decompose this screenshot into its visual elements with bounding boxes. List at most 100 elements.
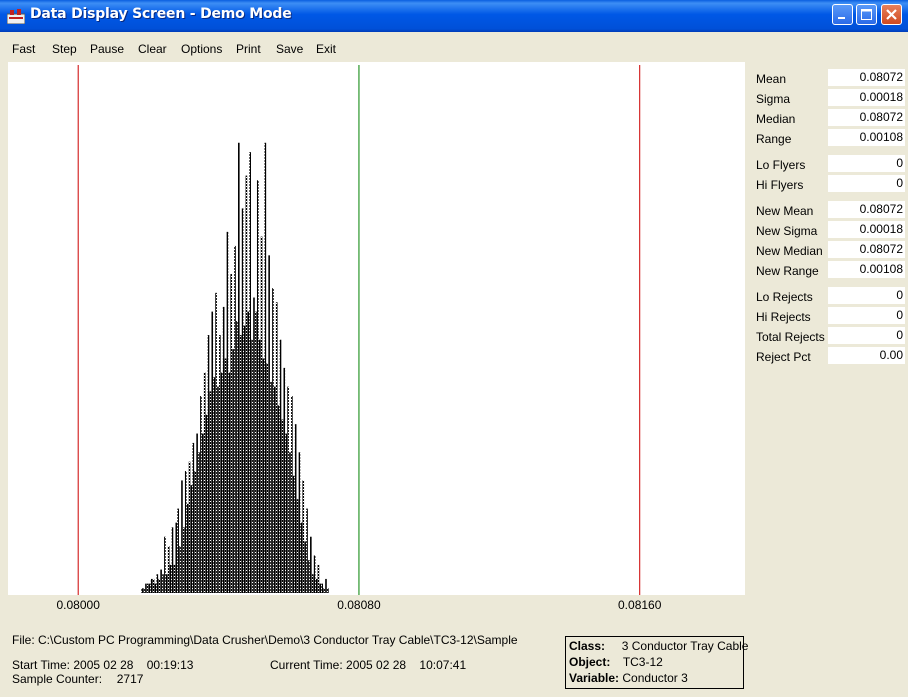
histogram-bar (194, 471, 197, 593)
menu-fast[interactable]: Fast (12, 42, 36, 56)
menu-step[interactable]: Step (52, 42, 77, 56)
histogram-bar (173, 564, 176, 593)
histogram-bar (219, 335, 221, 593)
variable-label: Variable: (569, 671, 620, 685)
limit-lines (77, 65, 641, 595)
current-time-label: Current Time: (270, 658, 343, 672)
histogram-bar (147, 583, 149, 593)
close-icon (886, 9, 897, 20)
histogram-bar (162, 574, 164, 593)
histogram-bar (181, 480, 183, 593)
sample-counter-value: 2717 (116, 672, 144, 686)
stat-row-new-range: New Range 0.00108 (753, 261, 905, 281)
minimize-icon (838, 17, 845, 19)
histogram-bar (202, 433, 204, 593)
stat-value-hi-flyers: 0 (828, 175, 905, 192)
histogram-bar (291, 396, 293, 593)
histogram-bar (224, 358, 227, 593)
maximize-button[interactable] (856, 4, 877, 25)
stat-value-new-median: 0.08072 (828, 241, 905, 258)
histogram-bar (148, 583, 151, 593)
menu-pause[interactable]: Pause (90, 42, 125, 56)
class-row: Class: 3 Conductor Tray Cable (569, 639, 748, 653)
menu-save[interactable]: Save (276, 42, 304, 56)
histogram-bar (150, 578, 153, 593)
stat-row-total-rejects: Total Rejects 0 (753, 327, 905, 347)
stat-row-mean: Mean 0.08072 (753, 69, 905, 89)
histogram-bar (253, 297, 255, 593)
histogram-bar (323, 588, 325, 593)
histogram-bar (160, 569, 162, 593)
stat-value-reject-pct: 0.00 (828, 347, 905, 364)
histogram-bar (222, 306, 225, 593)
menu-print[interactable]: Print (236, 42, 261, 56)
histogram-bar (175, 522, 178, 593)
sample-counter-line: Sample Counter: 2717 (12, 672, 143, 686)
histogram-bar (256, 180, 259, 593)
stat-value-new-range: 0.00108 (828, 261, 905, 278)
statistics-panel: Mean 0.08072 Sigma 0.00018 Median 0.08072 Rang… (753, 69, 905, 367)
stat-row-sigma: Sigma 0.00018 (753, 89, 905, 109)
menu-clear[interactable]: Clear (138, 42, 167, 56)
stat-label-mean: Mean (756, 72, 787, 86)
title-bar: Data Display Screen - Demo Mode (0, 0, 908, 32)
current-time-value: 2005 02 28 10:07:41 (346, 658, 467, 672)
variable-row: Variable: Conductor 3 (569, 671, 688, 685)
menu-options[interactable]: Options (181, 42, 223, 56)
histogram-bar (306, 508, 308, 593)
start-time-label: Start Time: (12, 658, 71, 672)
histogram-bar (264, 142, 267, 593)
menu-exit[interactable]: Exit (316, 42, 337, 56)
histogram-bar (272, 288, 274, 593)
histogram-bar (319, 583, 322, 593)
histogram-bar (207, 335, 210, 593)
histogram-bar (192, 442, 195, 593)
histogram-bar (183, 527, 185, 593)
histogram-bar (311, 574, 314, 593)
histogram-bar (274, 386, 276, 593)
histogram-bar (171, 527, 174, 593)
stat-row-new-median: New Median 0.08072 (753, 241, 905, 261)
histogram-bar (158, 578, 161, 593)
histogram-bar (289, 452, 291, 593)
class-value: 3 Conductor Tray Cable (621, 639, 749, 653)
histogram-bar (260, 236, 263, 593)
histogram-bar (281, 419, 284, 593)
stat-row-lo-flyers: Lo Flyers 0 (753, 155, 905, 175)
stat-label-total-rejects: Total Rejects (756, 330, 825, 344)
histogram-bar (152, 578, 155, 593)
stat-value-new-mean: 0.08072 (828, 201, 905, 218)
histogram-svg (77, 65, 641, 595)
stat-label-new-median: New Median (756, 244, 823, 258)
histogram-bar (279, 339, 282, 593)
histogram-bar (184, 471, 187, 593)
stat-label-median: Median (756, 112, 796, 126)
file-path: C:\Custom PC Programming\Data Crusher\De… (38, 633, 518, 647)
histogram-bar (217, 386, 219, 593)
minimize-button[interactable] (832, 4, 853, 25)
file-path-line: File: C:\Custom PC Programming\Data Crus… (12, 633, 518, 647)
stat-value-new-sigma: 0.00018 (828, 221, 905, 238)
histogram-bar (179, 546, 181, 593)
histogram-bar (203, 372, 206, 593)
histogram-bar (315, 578, 318, 593)
x-tick-label: 0.08000 (56, 598, 100, 612)
histogram-bar (292, 475, 295, 593)
histogram-bar (141, 588, 143, 593)
histogram-bar (287, 386, 289, 593)
object-value: TC3-12 (622, 655, 663, 669)
start-time-value: 2005 02 28 00:19:13 (73, 658, 194, 672)
app-icon (7, 9, 25, 24)
histogram-bar (211, 311, 214, 593)
menu-bar: Fast Step Pause Clear Options Print Save… (0, 32, 908, 62)
stat-label-sigma: Sigma (756, 92, 791, 106)
histogram-bar (317, 564, 320, 593)
histogram-bar (285, 433, 287, 593)
x-tick-label: 0.08080 (337, 598, 381, 612)
stat-value-lo-flyers: 0 (828, 155, 905, 172)
histogram-bar (298, 452, 301, 593)
close-button[interactable] (881, 4, 902, 25)
stat-value-hi-rejects: 0 (828, 307, 905, 324)
class-info-box: Class: 3 Conductor Tray Cable Object: TC… (565, 636, 748, 689)
histogram-bar (308, 560, 310, 593)
